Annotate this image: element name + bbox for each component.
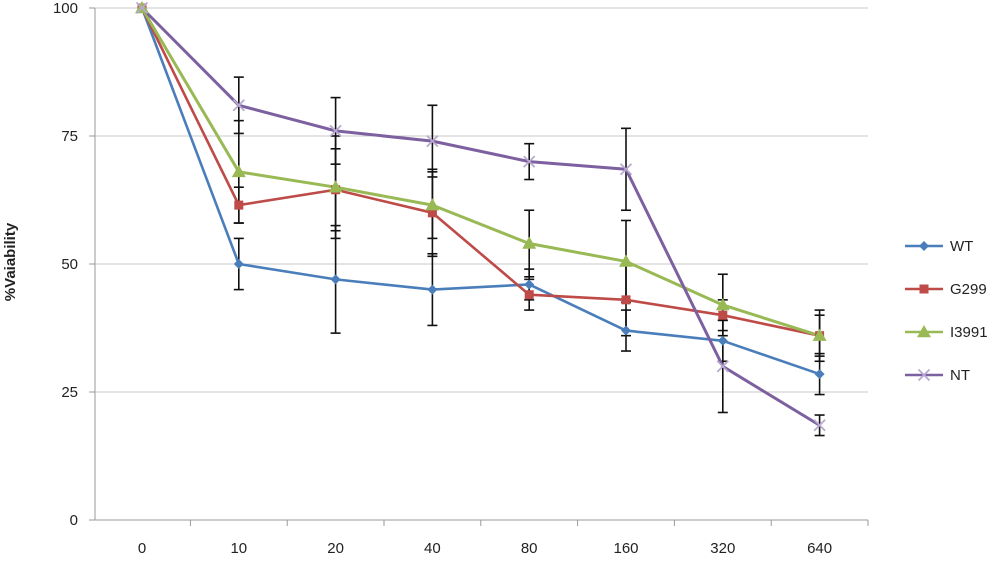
y-axis-label: %Vaiability [2,222,19,301]
legend-label: NT [950,367,970,384]
data-point-nt [426,134,439,148]
x-tick-label: 320 [710,540,735,557]
x-tick-label: 40 [424,540,441,557]
marker-stroke [232,99,245,112]
data-point-nt [135,1,149,15]
data-point-g299 [621,295,631,305]
data-point-g299 [427,208,437,218]
x-tick-label: 80 [521,540,538,557]
x-tick-label: 10 [230,540,247,557]
legend-label: G299 [950,281,987,298]
data-point-nt [619,163,633,176]
series-markers [135,1,827,432]
marker-stroke [329,124,342,138]
legend-marker-g299 [919,284,929,294]
data-point-nt [523,155,536,168]
legend-item-i3991: I3991 [905,324,988,341]
marker-stroke [619,163,633,176]
x-tick-label: 160 [613,540,638,557]
marker-stroke [813,419,826,432]
data-point-g299 [524,290,534,300]
series-line-g299 [140,7,820,337]
data-point-i3991 [619,254,633,267]
legend-marker-nt [917,368,931,382]
data-point-wt [524,279,535,290]
legend-item-nt: NT [905,367,970,384]
legend-label: WT [950,238,973,255]
data-point-wt [330,274,341,285]
marker-stroke [716,360,729,373]
data-point-wt [814,369,825,380]
marker-stroke [523,155,536,168]
y-tick-label: 0 [70,512,78,529]
data-point-i3991 [715,297,730,311]
data-point-nt [813,419,826,432]
legend: WT G299 I3991 NT [905,238,988,384]
data-point-wt [717,335,728,346]
marker-stroke [426,134,439,148]
axes [89,7,869,526]
series-line-wt [140,7,821,376]
x-tick-label: 0 [138,540,146,557]
data-point-nt [232,99,245,112]
data-point-i3991 [328,180,343,193]
x-tick-label: 20 [327,540,344,557]
data-point-wt [233,259,244,269]
legend-label: I3991 [950,324,988,341]
legend-item-wt: WT [905,238,973,255]
data-point-wt [427,284,438,295]
y-tick-label: 75 [61,128,78,145]
legend-item-g299: G299 [905,281,987,298]
data-point-i3991 [231,164,246,178]
data-point-wt [621,325,631,336]
x-tick-label: 640 [807,540,832,557]
data-point-nt [329,124,342,138]
series-lines [140,6,821,427]
error-bars [233,76,825,437]
data-point-g299 [234,200,244,210]
legend-marker-i3991 [917,325,931,338]
data-point-g299 [718,310,728,320]
y-tick-label: 50 [61,256,78,273]
marker-stroke [135,1,149,15]
data-point-i3991 [522,236,537,249]
gridlines [95,7,868,393]
data-point-i3991 [425,198,440,211]
series-line-i3991 [140,7,821,338]
data-point-nt [716,360,729,373]
tick-labels: 0 25 50 75 100 0 10 20 40 80 160 320 640 [53,0,832,557]
legend-marker-wt [919,241,929,251]
marker-stroke [917,368,931,382]
data-point-i3991 [812,328,827,341]
y-tick-label: 25 [61,384,78,401]
y-tick-label: 100 [53,0,78,17]
series-line-nt [140,6,821,427]
